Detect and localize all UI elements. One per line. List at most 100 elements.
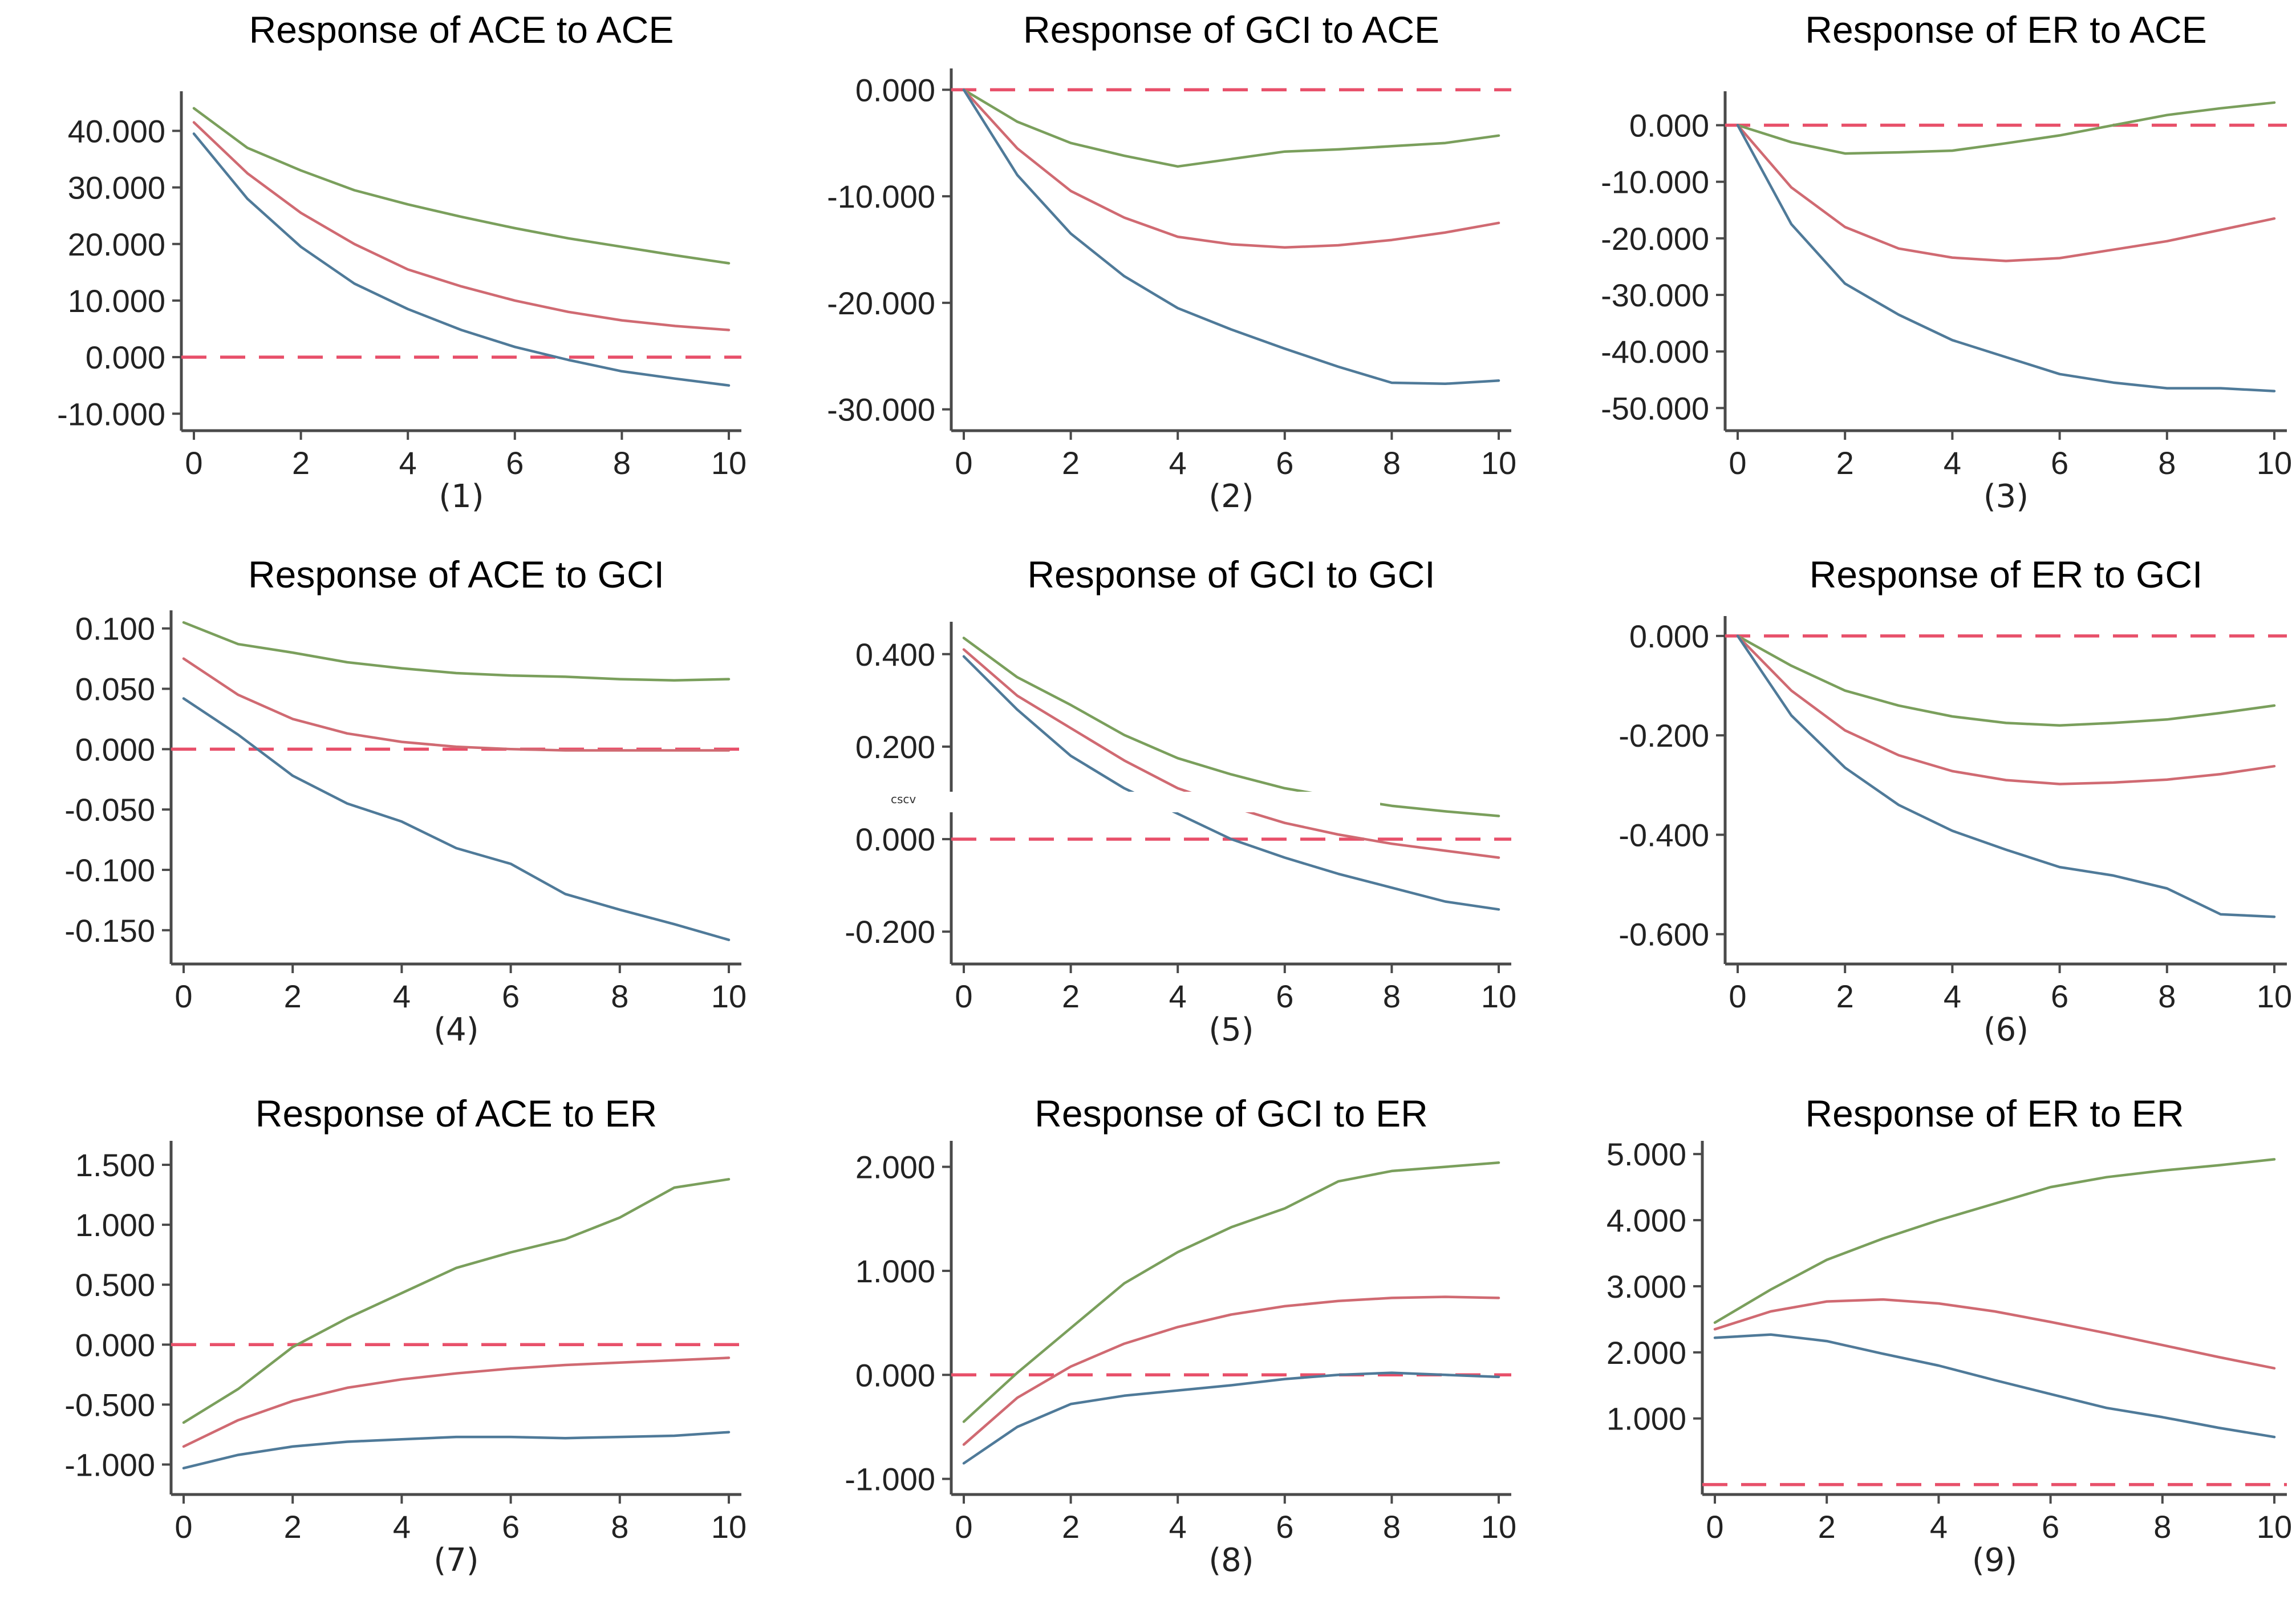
y-tick-label: -10.000 <box>1601 164 1709 200</box>
x-tick-label: 0 <box>175 978 192 1014</box>
x-tick-label: 2 <box>1818 1509 1836 1545</box>
series-lower <box>962 88 1500 386</box>
y-tick-label: -0.100 <box>64 852 155 888</box>
y-tick-label: -0.400 <box>1618 817 1709 853</box>
x-tick-label: 4 <box>1169 978 1187 1014</box>
series-lower <box>182 1431 731 1470</box>
panel-caption: (5) <box>1208 1011 1254 1048</box>
series-upper <box>182 621 731 682</box>
panel-caption: (3) <box>1983 478 2029 515</box>
panel-title: Response of ACE to ACE <box>249 9 674 51</box>
series-estimate <box>192 121 731 331</box>
series-lower <box>962 1371 1500 1465</box>
y-tick-label: 0.000 <box>1629 618 1709 654</box>
panel-6: Response of ER to GCI 0.000 -0.200 -0.400 -0… <box>1618 553 2292 1048</box>
panel-title: Response of GCI to GCI <box>1027 553 1435 596</box>
y-tick-label: 0.000 <box>1629 108 1709 144</box>
panel-title: Response of ACE to GCI <box>248 553 664 596</box>
x-tick-label: 2 <box>1836 445 1854 481</box>
x-tick-label: 6 <box>2042 1509 2059 1545</box>
panel-3: Response of ER to ACE 0.000 -10.000 -20.000… <box>1601 9 2292 515</box>
y-tick-label: 5.000 <box>1607 1136 1686 1172</box>
panel-7: Response of ACE to ER 1.500 1.000 0.500 0.00… <box>64 1092 747 1579</box>
panel-caption: (6) <box>1983 1011 2029 1048</box>
series-lower <box>192 132 731 387</box>
series-lower <box>1736 634 2276 918</box>
series-upper <box>1736 101 2276 155</box>
series-estimate <box>1713 1298 2276 1370</box>
x-tick-label: 4 <box>1944 445 1961 481</box>
y-tick-label: 0.400 <box>855 637 935 673</box>
y-tick-label: -0.150 <box>64 913 155 949</box>
series-upper <box>962 1161 1500 1423</box>
y-tick-label: -30.000 <box>827 392 935 428</box>
y-tick-label: -0.050 <box>64 792 155 828</box>
x-tick-label: 0 <box>955 1509 972 1545</box>
y-tick-label: 0.050 <box>75 671 155 707</box>
y-tick-label: 4.000 <box>1607 1202 1686 1238</box>
x-tick-label: 10 <box>1481 978 1516 1014</box>
y-tick-label: 2.000 <box>1607 1335 1686 1371</box>
x-tick-label: 10 <box>1481 1509 1516 1545</box>
x-tick-label: 0 <box>1729 978 1746 1014</box>
x-tick-label: 8 <box>2153 1509 2171 1545</box>
x-tick-label: 10 <box>2257 445 2292 481</box>
x-tick-label: 6 <box>502 978 520 1014</box>
series-estimate <box>182 657 731 752</box>
y-tick-label: -40.000 <box>1601 334 1709 370</box>
x-tick-label: 8 <box>1383 445 1401 481</box>
y-tick-label: 2.000 <box>855 1149 935 1185</box>
y-tick-label: 0.000 <box>75 731 155 767</box>
y-tick-label: 0.000 <box>75 1327 155 1363</box>
x-tick-label: 6 <box>502 1509 520 1545</box>
panel-4: Response of ACE to GCI 0.100 0.050 0.000 -0.… <box>64 553 747 1048</box>
x-tick-label: 4 <box>1169 445 1187 481</box>
x-tick-label: 4 <box>399 445 417 481</box>
series-upper <box>962 88 1500 168</box>
y-tick-label: 0.000 <box>86 339 165 375</box>
panel-title: Response of ER to ER <box>1806 1092 2184 1135</box>
y-tick-label: -50.000 <box>1601 390 1709 426</box>
x-tick-label: 2 <box>1062 978 1080 1014</box>
x-tick-label: 6 <box>1276 445 1293 481</box>
y-tick-label: 1.000 <box>1607 1401 1686 1437</box>
panel-caption: (4) <box>433 1011 478 1048</box>
panel-title: Response of ER to GCI <box>1810 553 2203 596</box>
panel-caption: (2) <box>1208 478 1254 515</box>
x-tick-label: 4 <box>1169 1509 1187 1545</box>
x-tick-label: 4 <box>1944 978 1961 1014</box>
panel-caption: (8) <box>1208 1542 1254 1579</box>
panel-8: Response of GCI to ER 2.000 1.000 0.000 -1.0… <box>845 1092 1516 1579</box>
panel-caption: (9) <box>1972 1542 2017 1579</box>
x-tick-label: 8 <box>611 978 628 1014</box>
y-tick-label: 0.100 <box>75 611 155 647</box>
y-tick-label: -10.000 <box>827 179 935 214</box>
x-tick-label: 2 <box>284 1509 302 1545</box>
x-tick-label: 0 <box>1729 445 1746 481</box>
panel-2: Response of GCI to ACE 0.000 -10.000 -20.00… <box>827 9 1516 515</box>
stray-label: cscv <box>891 792 916 806</box>
y-tick-label: 0.500 <box>75 1267 155 1303</box>
x-tick-label: 8 <box>1383 1509 1401 1545</box>
y-tick-label: 1.000 <box>75 1207 155 1243</box>
y-tick-label: 0.000 <box>855 72 935 108</box>
series-estimate <box>1736 124 2276 262</box>
occlusion-patch <box>901 792 1380 812</box>
x-tick-label: 4 <box>393 978 411 1014</box>
y-tick-label: -0.600 <box>1618 917 1709 953</box>
y-tick-label: -10.000 <box>57 396 165 432</box>
y-tick-label: -20.000 <box>1601 221 1709 257</box>
x-tick-label: 8 <box>1383 978 1401 1014</box>
x-tick-label: 10 <box>1481 445 1516 481</box>
y-tick-label: 0.000 <box>855 821 935 857</box>
series-estimate <box>962 648 1500 859</box>
series-estimate <box>1736 634 2276 785</box>
panel-title: Response of GCI to ACE <box>1023 9 1439 51</box>
y-tick-label: -30.000 <box>1601 277 1709 313</box>
x-tick-label: 10 <box>711 978 747 1014</box>
panel-caption: (7) <box>433 1542 478 1579</box>
series-lower <box>1713 1333 2276 1439</box>
series-upper <box>1713 1158 2276 1324</box>
series-estimate <box>962 88 1500 249</box>
